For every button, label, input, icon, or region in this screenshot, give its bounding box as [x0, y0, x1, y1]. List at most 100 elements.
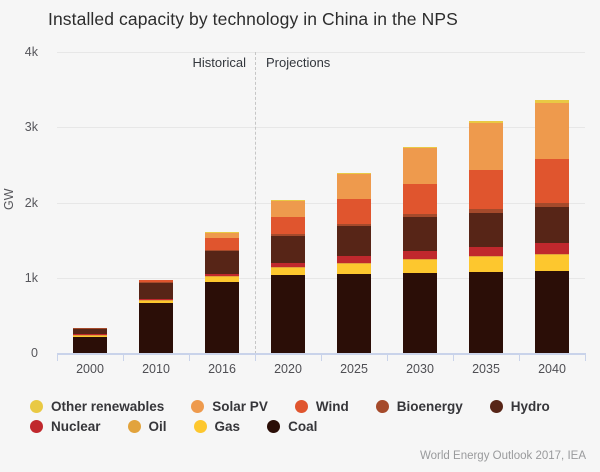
bar-2000[interactable]: [73, 328, 107, 353]
bar-segment-2035-hydro[interactable]: [469, 212, 503, 247]
bar-segment-2030-solar-pv[interactable]: [403, 147, 437, 185]
bar-segment-2035-gas[interactable]: [469, 256, 503, 272]
legend-label-gas: Gas: [214, 418, 241, 434]
bar-segment-2016-solar-pv[interactable]: [205, 232, 239, 239]
bar-segment-2020-coal[interactable]: [271, 275, 305, 353]
bar-segment-2035-wind[interactable]: [469, 170, 503, 210]
bar-2030[interactable]: [403, 146, 437, 353]
bar-segment-2010-hydro[interactable]: [139, 282, 173, 299]
bar-2035[interactable]: [469, 120, 503, 353]
bar-segment-2000-oil[interactable]: [73, 334, 107, 336]
bar-2010[interactable]: [139, 279, 173, 353]
bar-segment-2020-wind[interactable]: [271, 216, 305, 235]
x-axis-tick: [123, 353, 124, 361]
bar-segment-2030-other-renewables[interactable]: [403, 146, 437, 148]
bar-segment-2016-coal[interactable]: [205, 282, 239, 353]
bar-segment-2025-coal[interactable]: [337, 273, 371, 353]
bar-segment-2020-hydro[interactable]: [271, 235, 305, 263]
historical-label: Historical: [192, 55, 246, 70]
x-axis-tick: [189, 353, 190, 361]
bar-segment-2020-solar-pv[interactable]: [271, 200, 305, 217]
legend-item-bioenergy[interactable]: Bioenergy: [375, 398, 463, 414]
bar-2025[interactable]: [337, 173, 371, 353]
historical-projections-divider: [255, 52, 256, 354]
bar-segment-2010-nuclear[interactable]: [139, 298, 173, 300]
legend-label-oil: Oil: [148, 418, 167, 434]
x-axis-tick: [387, 353, 388, 361]
legend-item-hydro[interactable]: Hydro: [489, 398, 550, 414]
bar-segment-2025-solar-pv[interactable]: [337, 174, 371, 199]
bar-segment-2030-coal[interactable]: [403, 272, 437, 353]
bar-segment-2030-nuclear[interactable]: [403, 250, 437, 259]
legend-item-coal[interactable]: Coal: [267, 418, 317, 434]
bar-segment-2025-nuclear[interactable]: [337, 256, 371, 263]
gridline-3k: [57, 127, 585, 128]
bar-segment-2040-gas[interactable]: [535, 254, 569, 272]
legend-label-wind: Wind: [315, 398, 349, 414]
legend-item-solar-pv[interactable]: Solar PV: [191, 398, 268, 414]
legend-label-bioenergy: Bioenergy: [396, 398, 463, 414]
bar-segment-2000-gas[interactable]: [73, 335, 107, 337]
bar-segment-2025-wind[interactable]: [337, 199, 371, 224]
bar-segment-2035-coal[interactable]: [469, 271, 503, 353]
x-tick-label-2010: 2010: [142, 362, 170, 376]
bar-segment-2040-other-renewables[interactable]: [535, 100, 569, 104]
bar-2020[interactable]: [271, 200, 305, 353]
legend-label-hydro: Hydro: [510, 398, 550, 414]
bar-segment-2035-nuclear[interactable]: [469, 246, 503, 256]
bar-segment-2025-oil[interactable]: [337, 262, 371, 264]
legend-swatch-wind: [294, 399, 308, 413]
legend-item-wind[interactable]: Wind: [294, 398, 349, 414]
bar-segment-2025-bioenergy[interactable]: [337, 223, 371, 227]
bar-segment-2020-gas[interactable]: [271, 267, 305, 276]
x-tick-label-2020: 2020: [274, 362, 302, 376]
bar-2016[interactable]: [205, 232, 239, 353]
bar-segment-2030-wind[interactable]: [403, 184, 437, 215]
bar-segment-2040-nuclear[interactable]: [535, 243, 569, 254]
bar-segment-2000-hydro[interactable]: [73, 328, 107, 335]
bar-segment-2040-coal[interactable]: [535, 271, 569, 353]
bar-2040[interactable]: [535, 100, 569, 353]
bar-segment-2010-gas[interactable]: [139, 300, 173, 304]
bar-segment-2020-nuclear[interactable]: [271, 262, 305, 268]
bar-segment-2016-nuclear[interactable]: [205, 273, 239, 277]
y-tick-2k: 2k: [24, 196, 38, 210]
bar-segment-2040-bioenergy[interactable]: [535, 203, 569, 207]
bar-segment-2010-coal[interactable]: [139, 303, 173, 353]
y-tick-1k: 1k: [24, 271, 38, 285]
bar-segment-2030-gas[interactable]: [403, 259, 437, 273]
bar-segment-2016-hydro[interactable]: [205, 250, 239, 274]
bar-segment-2030-hydro[interactable]: [403, 217, 437, 251]
bar-segment-2035-bioenergy[interactable]: [469, 209, 503, 213]
bar-segment-2040-hydro[interactable]: [535, 206, 569, 244]
bar-segment-2010-wind[interactable]: [139, 280, 173, 283]
x-tick-label-2025: 2025: [340, 362, 368, 376]
bar-segment-2016-bioenergy[interactable]: [205, 249, 239, 251]
x-tick-label-2030: 2030: [406, 362, 434, 376]
x-axis-tick: [519, 353, 520, 361]
projections-label: Projections: [266, 55, 331, 70]
bar-segment-2000-coal[interactable]: [73, 336, 107, 353]
bar-segment-2030-bioenergy[interactable]: [403, 214, 437, 218]
bar-segment-2040-wind[interactable]: [535, 159, 569, 204]
legend-item-nuclear[interactable]: Nuclear: [30, 418, 101, 434]
x-axis-tick: [453, 353, 454, 361]
legend-item-oil[interactable]: Oil: [127, 418, 167, 434]
bar-segment-2010-oil[interactable]: [139, 299, 173, 301]
bar-segment-2035-solar-pv[interactable]: [469, 122, 503, 171]
bar-segment-2025-gas[interactable]: [337, 263, 371, 274]
bar-segment-2040-solar-pv[interactable]: [535, 103, 569, 160]
bar-segment-2016-wind[interactable]: [205, 238, 239, 250]
legend-item-gas[interactable]: Gas: [193, 418, 241, 434]
bar-segment-2025-hydro[interactable]: [337, 226, 371, 257]
bar-segment-2025-other-renewables[interactable]: [337, 173, 371, 175]
bar-segment-2035-other-renewables[interactable]: [469, 120, 503, 123]
bar-segment-2016-oil[interactable]: [205, 276, 239, 277]
bar-segment-2016-gas[interactable]: [205, 276, 239, 283]
legend-item-other-renewables[interactable]: Other renewables: [30, 398, 164, 414]
x-axis-tick: [57, 353, 58, 361]
bar-segment-2020-oil[interactable]: [271, 267, 305, 268]
bar-segment-2020-bioenergy[interactable]: [271, 234, 305, 236]
x-axis-labels: 2000 2010 2016 2020 2025 2030 2035 2040: [57, 362, 585, 380]
gridline-2k: [57, 203, 585, 204]
